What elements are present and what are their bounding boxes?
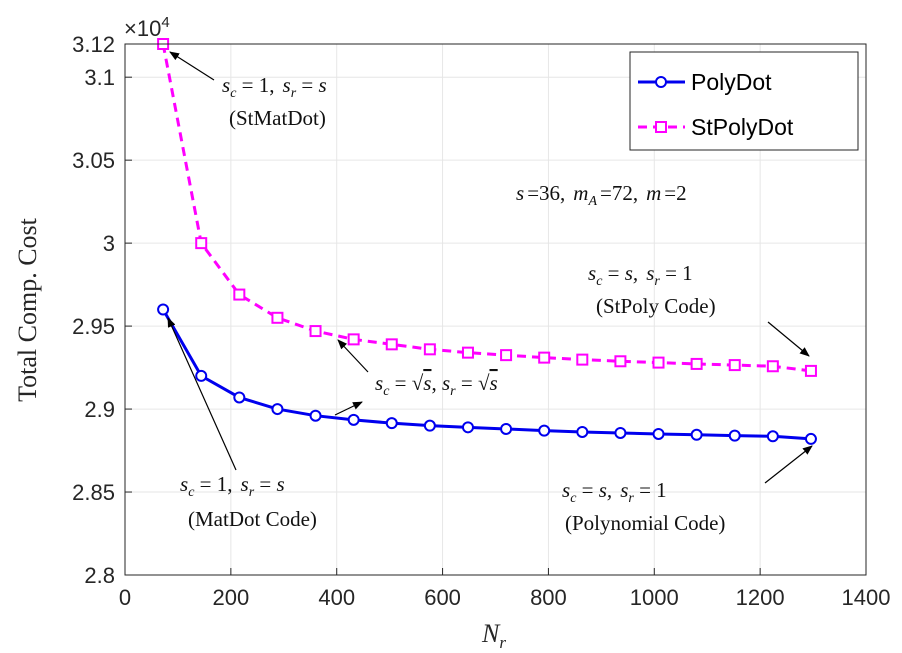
data-point-stpolydot bbox=[500, 349, 513, 362]
data-point-polydot bbox=[195, 369, 208, 382]
annotation-sqrt-eq: sc = √s, sr = √s bbox=[375, 371, 498, 399]
arrow-stpoly bbox=[767, 321, 810, 357]
data-point-polydot bbox=[576, 425, 589, 438]
annotation-poly-label: (Polynomial Code) bbox=[565, 511, 725, 535]
data-point-stpolydot bbox=[804, 364, 817, 377]
arrow-sqrt-upper bbox=[337, 339, 369, 373]
legend-marker-polydot bbox=[655, 76, 667, 88]
data-point-stpolydot bbox=[614, 355, 627, 368]
x-tick-label: 800 bbox=[530, 585, 567, 610]
data-point-polydot bbox=[500, 422, 513, 435]
arrow-stmatdot bbox=[169, 51, 215, 81]
annotation-stmatdot: sc = 1, sr = s (StMatDot) bbox=[169, 51, 327, 130]
annotation-stmatdot-eq: sc = 1, sr = s bbox=[222, 73, 327, 101]
data-point-stpolydot bbox=[461, 346, 474, 359]
series-layer bbox=[157, 38, 817, 445]
annotation-stmatdot-label: (StMatDot) bbox=[229, 106, 326, 130]
data-point-stpolydot bbox=[233, 288, 246, 301]
series-line-stpolydot bbox=[161, 43, 812, 373]
data-point-stpolydot bbox=[690, 357, 703, 370]
data-point-polydot bbox=[347, 413, 360, 426]
x-tick-label: 200 bbox=[212, 585, 249, 610]
y-tick-label: 3.12 bbox=[72, 32, 115, 57]
series-line-polydot bbox=[161, 308, 812, 441]
data-point-stpolydot bbox=[728, 359, 741, 372]
annotation-stpoly-eq: sc = s, sr = 1 bbox=[588, 261, 693, 289]
data-point-polydot bbox=[728, 429, 741, 442]
y-tick-label: 3.05 bbox=[72, 148, 115, 173]
axes-box bbox=[124, 43, 867, 576]
legend: PolyDot StPolyDot bbox=[629, 51, 859, 151]
y-tick-label: 3 bbox=[103, 231, 115, 256]
data-point-stpolydot bbox=[385, 338, 398, 351]
arrow-sqrt-lower bbox=[334, 401, 363, 416]
data-point-stpolydot bbox=[652, 356, 665, 369]
data-point-polydot bbox=[538, 424, 551, 437]
x-tick-label: 1400 bbox=[842, 585, 891, 610]
data-point-polydot bbox=[461, 421, 474, 434]
annotation-matdot-eq: sc = 1, sr = s bbox=[180, 472, 285, 500]
data-point-polydot bbox=[690, 428, 703, 441]
data-point-polydot bbox=[804, 432, 817, 445]
y-tick-label: 2.95 bbox=[72, 314, 115, 339]
legend-box bbox=[629, 51, 859, 151]
annotation-poly: sc = s, sr = 1 (Polynomial Code) bbox=[562, 445, 813, 535]
x-axis-label: Nr bbox=[481, 619, 506, 652]
data-point-polydot bbox=[157, 303, 170, 316]
y-tick-label: 2.85 bbox=[72, 480, 115, 505]
arrow-poly bbox=[764, 445, 813, 484]
legend-label-stpolydot: StPolyDot bbox=[691, 114, 794, 140]
x-tick-label: 400 bbox=[318, 585, 355, 610]
annotation-sqrt: sc = √s, sr = √s bbox=[334, 339, 498, 416]
x-tick-label: 1000 bbox=[630, 585, 679, 610]
x-tick-label: 1200 bbox=[736, 585, 785, 610]
y-tick-label: 3.1 bbox=[84, 65, 115, 90]
data-point-polydot bbox=[423, 419, 436, 432]
data-point-stpolydot bbox=[309, 325, 322, 338]
params-annotation: s =36, mA =72, m =2 bbox=[516, 181, 687, 209]
data-point-stpolydot bbox=[195, 237, 208, 250]
annotation-matdot: sc = 1, sr = s (MatDot Code) bbox=[167, 317, 317, 531]
data-point-polydot bbox=[233, 391, 246, 404]
y-exponent: ×104 bbox=[124, 14, 170, 41]
legend-marker-stpolydot bbox=[655, 121, 667, 133]
data-point-stpolydot bbox=[423, 343, 436, 356]
x-tick-label: 600 bbox=[424, 585, 461, 610]
y-tick-label: 2.9 bbox=[84, 397, 115, 422]
data-point-stpolydot bbox=[538, 351, 551, 364]
grid bbox=[125, 44, 866, 575]
data-point-stpolydot bbox=[766, 360, 779, 373]
annotation-stpoly: sc = s, sr = 1 (StPoly Code) bbox=[588, 261, 810, 357]
x-axis-ticks: 0 200 400 600 800 1000 1200 1400 bbox=[119, 568, 891, 610]
data-point-polydot bbox=[271, 403, 284, 416]
data-point-polydot bbox=[766, 430, 779, 443]
y-axis-label: Total Comp. Cost bbox=[13, 217, 42, 402]
data-point-polydot bbox=[309, 409, 322, 422]
arrow-matdot bbox=[167, 317, 237, 471]
data-point-polydot bbox=[614, 426, 627, 439]
data-point-polydot bbox=[385, 417, 398, 430]
data-point-stpolydot bbox=[271, 311, 284, 324]
y-tick-label: 2.8 bbox=[84, 563, 115, 588]
annotation-stpoly-label: (StPoly Code) bbox=[596, 294, 716, 318]
y-axis-ticks: 2.8 2.85 2.9 2.95 3 3.05 3.1 3.12 bbox=[72, 32, 132, 588]
data-point-stpolydot bbox=[576, 353, 589, 366]
annotation-matdot-label: (MatDot Code) bbox=[188, 507, 317, 531]
annotation-poly-eq: sc = s, sr = 1 bbox=[562, 478, 667, 506]
x-tick-label: 0 bbox=[119, 585, 131, 610]
data-point-polydot bbox=[652, 427, 665, 440]
legend-label-polydot: PolyDot bbox=[691, 69, 772, 95]
data-point-stpolydot bbox=[347, 333, 360, 346]
